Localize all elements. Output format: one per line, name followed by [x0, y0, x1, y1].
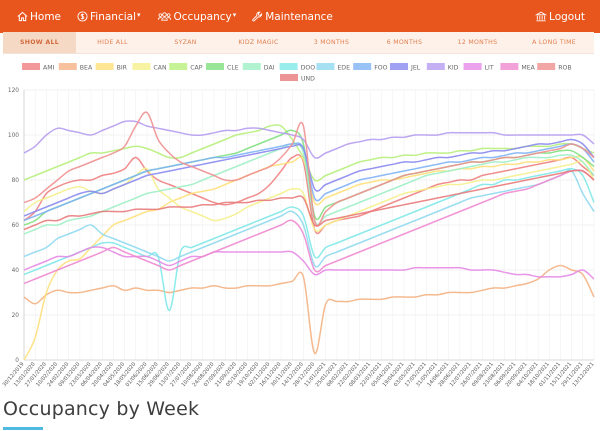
- nav-occupancy-label: Occupancy: [173, 10, 232, 23]
- filter-hide-all[interactable]: HIDE ALL: [97, 39, 128, 46]
- title-underline: [3, 427, 43, 430]
- nav-home[interactable]: Home: [17, 11, 61, 23]
- legend-label: CLE: [227, 65, 239, 72]
- legend-label: DAI: [264, 65, 275, 72]
- filter-kidz-magic[interactable]: KIDZ MAGIC: [238, 39, 279, 46]
- legend-label: JEL: [410, 65, 421, 72]
- series-line-kid: [23, 120, 595, 159]
- legend-swatch: [316, 63, 335, 70]
- filter-a-long-time[interactable]: A LONG TIME: [532, 39, 576, 46]
- y-tick-label: 0: [15, 358, 19, 364]
- legend-label: CAP: [190, 65, 203, 72]
- series-line-mea: [23, 169, 595, 285]
- chevron-down-icon: ▾: [137, 10, 141, 19]
- filter-bar: SHOW ALL HIDE ALL SYZAN KIDZ MAGIC 3 MON…: [3, 32, 594, 54]
- legend-swatch: [463, 63, 482, 70]
- wrench-icon: [252, 11, 263, 22]
- filter-6-months[interactable]: 6 MONTHS: [386, 39, 423, 46]
- legend-label: FOO: [374, 65, 387, 72]
- legend-swatch: [426, 63, 445, 70]
- series-line-ami: [23, 153, 595, 235]
- filter-3-months[interactable]: 3 MONTHS: [313, 39, 350, 46]
- y-tick-label: 100: [8, 133, 19, 139]
- users-icon: [157, 12, 171, 21]
- legend-swatch: [95, 63, 114, 70]
- legend-swatch: [132, 63, 151, 70]
- legend-swatch: [353, 63, 372, 70]
- nav-maintenance-label: Maintenance: [265, 10, 333, 23]
- legend-swatch: [22, 63, 40, 70]
- series-line-rob: [23, 111, 595, 227]
- legend-label: CAN: [153, 65, 167, 72]
- legend-swatch: [390, 63, 408, 70]
- legend-swatch: [169, 63, 188, 70]
- legend-label: UND: [301, 76, 315, 83]
- home-icon: [17, 11, 28, 22]
- nav-occupancy[interactable]: Occupancy ▾: [157, 10, 237, 23]
- nav-financial[interactable]: Financial ▾: [77, 11, 141, 23]
- series-line-ede: [23, 169, 595, 268]
- occupancy-chart: AMI BEA BIR CAN CAP CLE DAI DOO EDE FOO JEL KID LIT M…: [0, 56, 600, 392]
- filter-syzan[interactable]: SYZAN: [174, 39, 197, 46]
- legend-label: ROB: [558, 65, 571, 72]
- legend-label: MEA: [521, 65, 535, 72]
- occupancy-line-chart: AMI BEA BIR CAN CAP CLE DAI DOO EDE FOO JEL KID LIT M…: [2, 63, 596, 388]
- y-tick-label: 40: [12, 268, 20, 274]
- nav-logout-label: Logout: [549, 10, 585, 23]
- filter-12-months[interactable]: 12 MONTHS: [457, 39, 498, 46]
- bank-icon: [535, 11, 548, 22]
- section-title: Occupancy by Week: [3, 398, 200, 420]
- nav-home-label: Home: [30, 10, 62, 23]
- legend-swatch: [279, 63, 298, 70]
- series-line-doo: [23, 167, 595, 312]
- legend-swatch: [242, 63, 261, 70]
- legend-label: AMI: [43, 65, 55, 72]
- chart-legend: AMI BEA BIR CAN CAP CLE DAI DOO EDE FOO JEL KID LIT M…: [22, 63, 572, 83]
- legend-swatch: [537, 63, 556, 70]
- nav-logout[interactable]: Logout: [535, 11, 585, 23]
- legend-swatch: [206, 63, 224, 70]
- series-line-dai: [23, 143, 595, 235]
- y-tick-label: 80: [12, 178, 20, 184]
- legend-swatch: [280, 74, 298, 81]
- series-line-und: [23, 169, 595, 231]
- nav-financial-label: Financial: [90, 10, 136, 23]
- legend-label: BIR: [117, 65, 128, 72]
- legend-label: LIT: [485, 65, 494, 72]
- series-line-bea: [23, 264, 595, 355]
- series-line-lit: [23, 246, 595, 280]
- legend-label: KID: [448, 65, 459, 72]
- nav-maintenance[interactable]: Maintenance: [252, 11, 333, 23]
- legend-label: DOO: [301, 65, 316, 72]
- legend-swatch: [500, 63, 519, 70]
- chevron-down-icon: ▾: [232, 10, 237, 19]
- legend-label: EDE: [337, 65, 350, 72]
- y-tick-label: 60: [12, 223, 20, 229]
- y-tick-label: 120: [8, 88, 19, 94]
- top-navbar: Home Financial ▾ Occupancy ▾ Maintenance…: [0, 0, 600, 33]
- y-tick-label: 20: [12, 313, 20, 319]
- legend-swatch: [58, 63, 77, 70]
- legend-label: BEA: [80, 65, 93, 72]
- dollar-circle-icon: [77, 11, 88, 22]
- filter-show-all[interactable]: SHOW ALL: [3, 32, 76, 53]
